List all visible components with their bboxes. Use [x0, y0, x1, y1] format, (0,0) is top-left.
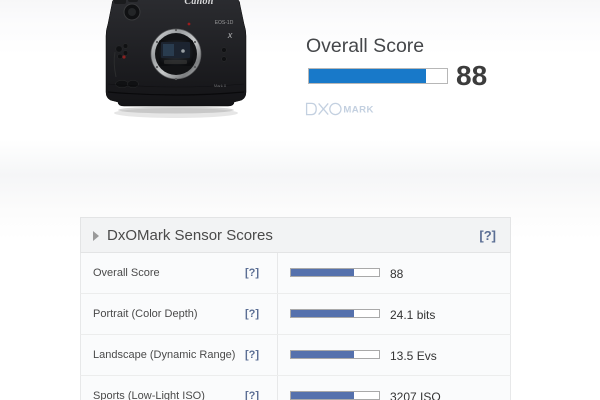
svg-text:Canon: Canon — [184, 0, 213, 7]
svg-text:EOS-1D: EOS-1D — [215, 20, 234, 26]
svg-text:MARK: MARK — [343, 105, 373, 116]
svg-text:X: X — [227, 33, 233, 40]
